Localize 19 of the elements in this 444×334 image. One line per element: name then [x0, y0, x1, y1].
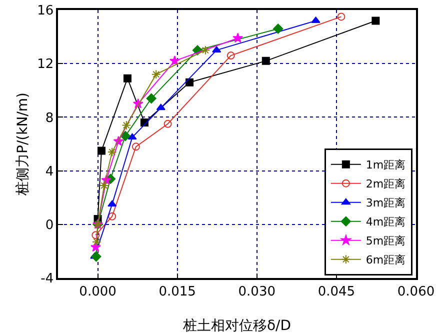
y-tick-label: 4	[45, 164, 54, 180]
x-tick-label: 0.045	[318, 284, 356, 300]
x-tick-label: 0.060	[397, 284, 435, 300]
y-tick-label: 12	[37, 57, 54, 72]
legend-label: 6m距离	[366, 254, 406, 267]
legend-label: 2m距离	[366, 178, 406, 191]
y-axis-title: 桩侧力P/(kN/m)	[15, 92, 32, 197]
legend-label: 5m距离	[366, 234, 406, 248]
x-tick-label: 0.015	[158, 284, 196, 300]
y-tick-label: 8	[45, 110, 54, 126]
x-tick-label: 0.000	[79, 284, 116, 300]
legend-label: 1m距离	[366, 158, 406, 172]
y-tick-label: 0	[45, 218, 54, 233]
y-tick-label: -4	[40, 272, 54, 287]
legend-label: 3m距离	[366, 196, 406, 210]
x-axis-title: 桩土相对位移δ/D	[182, 318, 292, 334]
x-tick-label: 0.030	[238, 284, 276, 300]
y-tick-label: 16	[37, 4, 54, 19]
legend-label: 4m距离	[366, 216, 406, 229]
